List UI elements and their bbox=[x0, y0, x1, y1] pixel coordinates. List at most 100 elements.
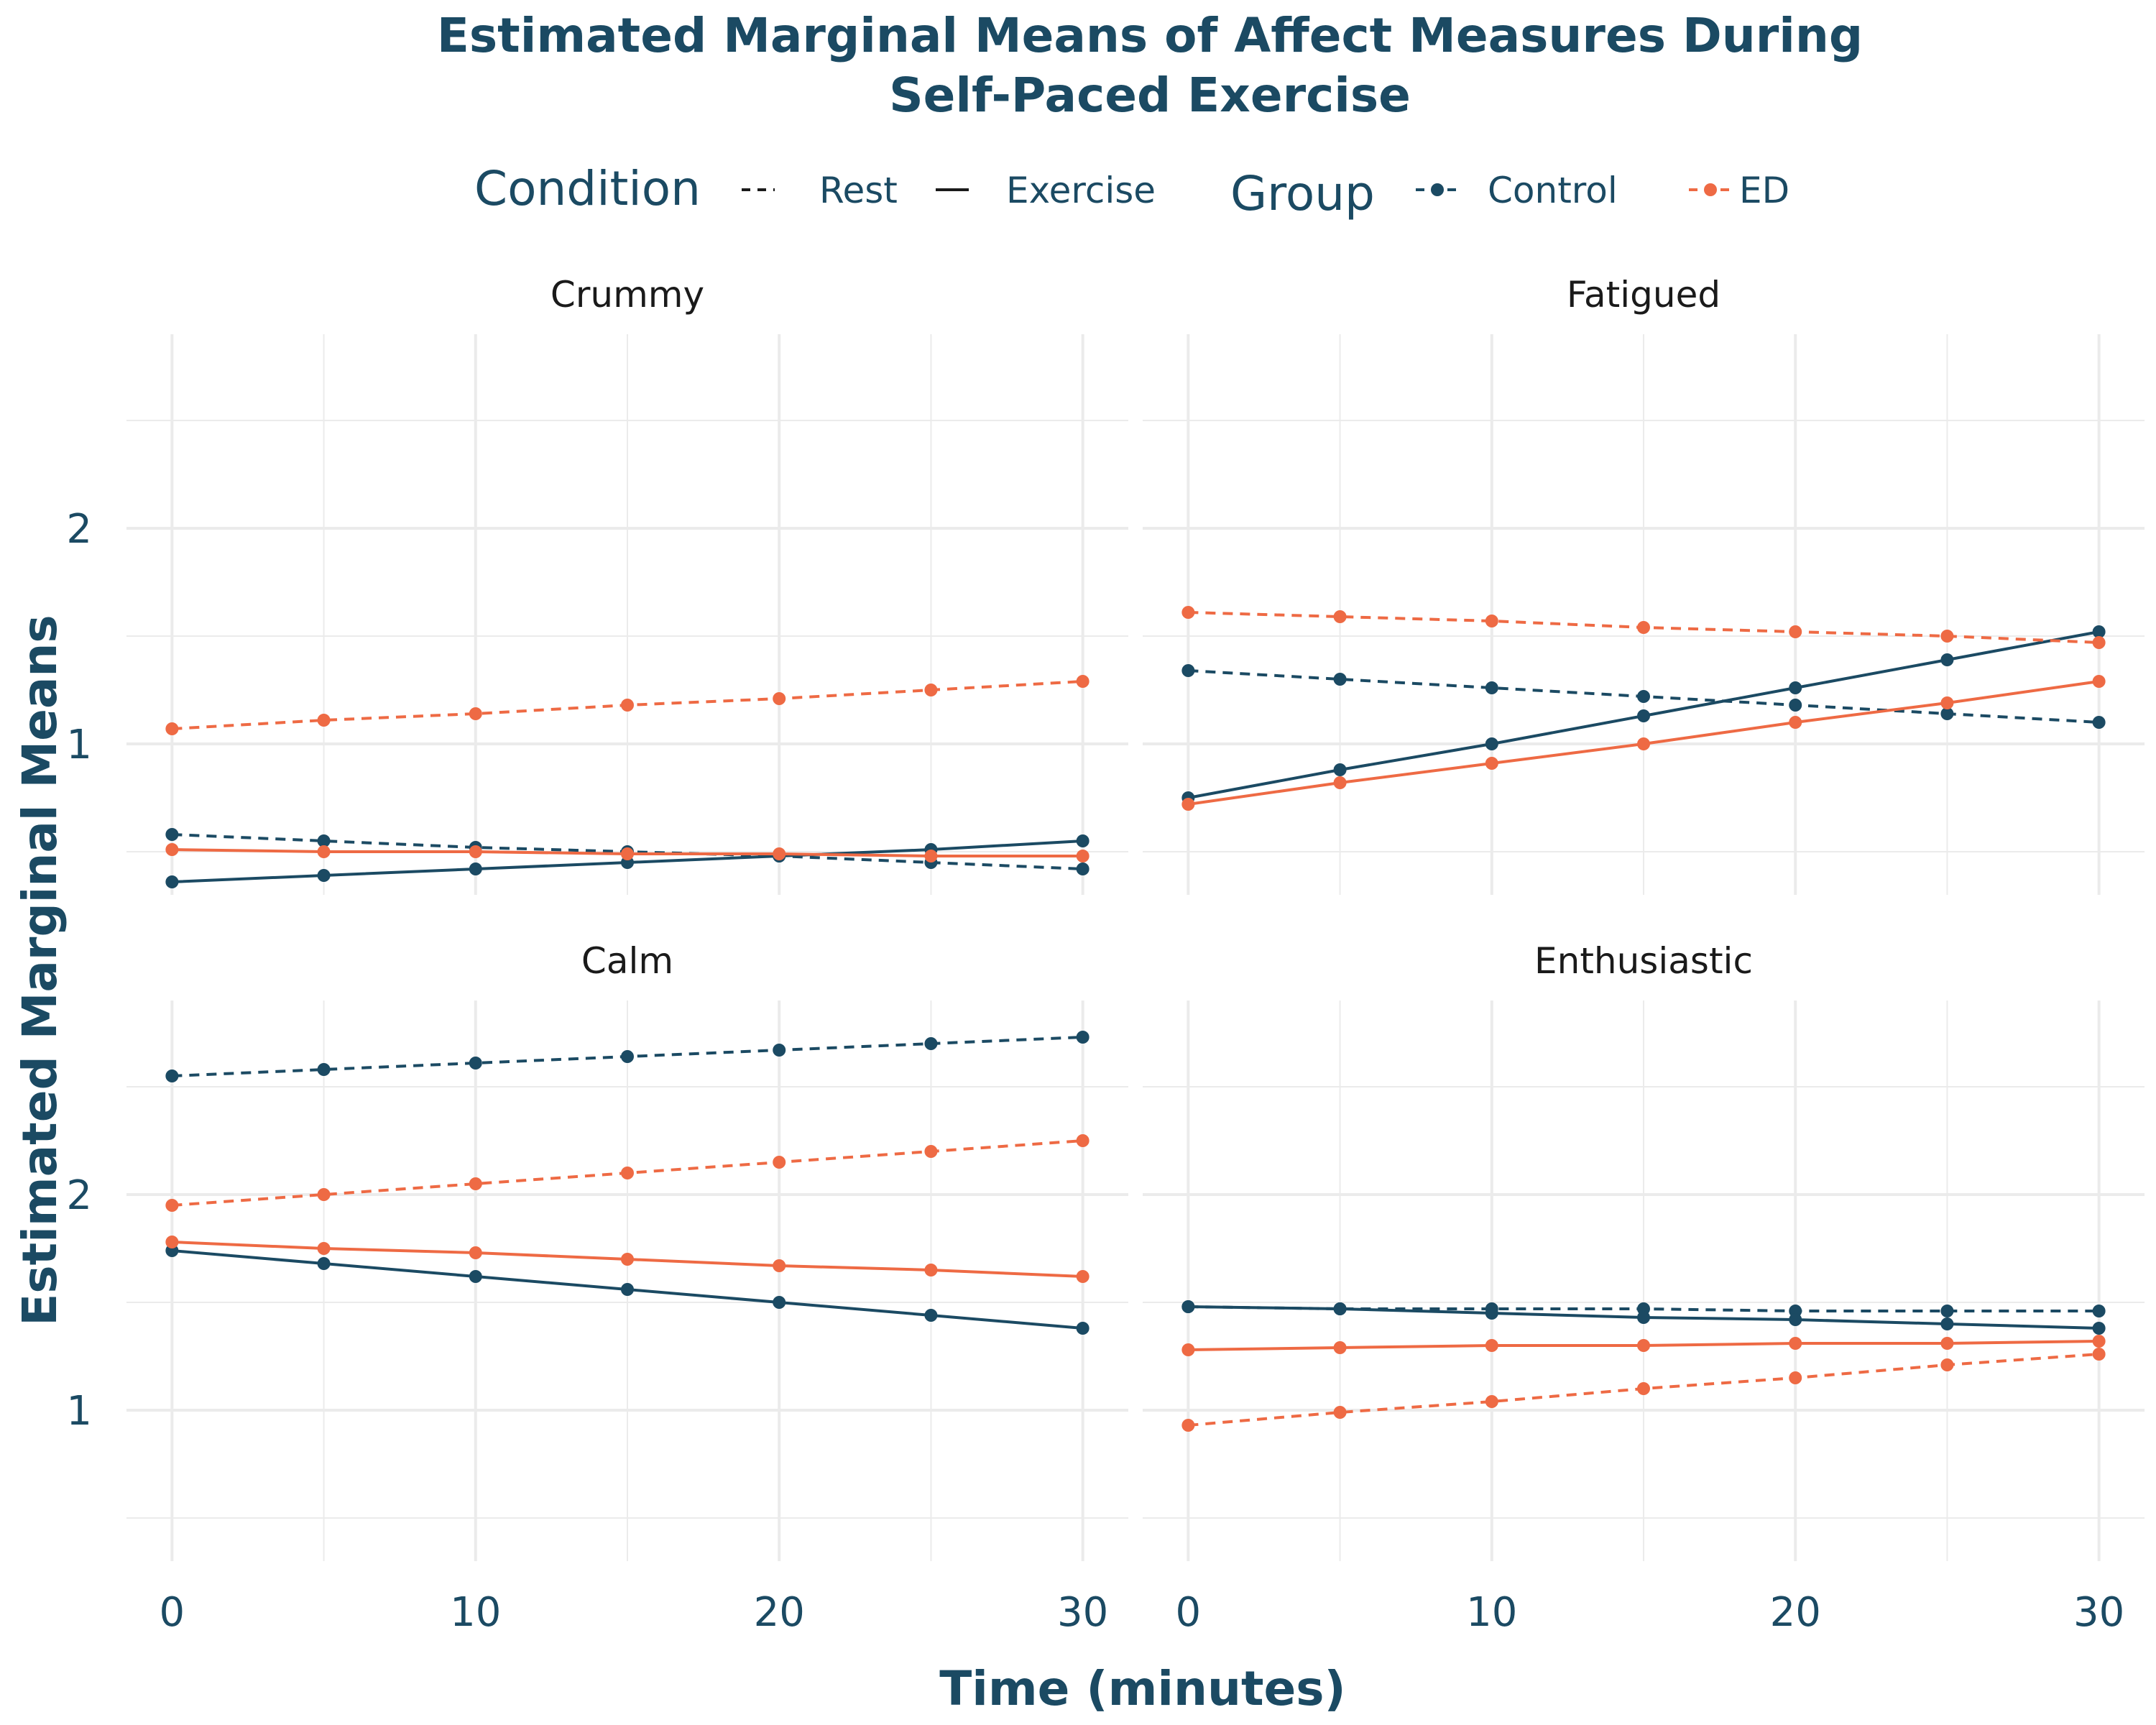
data-point bbox=[469, 1177, 482, 1190]
data-point bbox=[1940, 653, 1954, 666]
data-point bbox=[469, 1057, 482, 1070]
data-point bbox=[1076, 675, 1089, 688]
x-tick-label: 30 bbox=[1057, 1589, 1108, 1636]
strip-label-calm: Calm bbox=[581, 940, 673, 982]
data-point bbox=[1333, 1406, 1347, 1419]
x-tick-label: 30 bbox=[2073, 1589, 2124, 1636]
data-point bbox=[1485, 1395, 1498, 1408]
data-point bbox=[621, 1050, 634, 1063]
data-point bbox=[1181, 1343, 1195, 1356]
data-point bbox=[317, 1242, 331, 1255]
data-point bbox=[469, 862, 482, 875]
data-point bbox=[1333, 1302, 1347, 1315]
data-point bbox=[1789, 1371, 1802, 1384]
legend-group-title: Group bbox=[1230, 166, 1375, 221]
x-tick-label: 20 bbox=[754, 1589, 805, 1636]
data-point bbox=[1789, 625, 1802, 638]
data-point bbox=[1485, 615, 1498, 627]
data-point bbox=[1637, 690, 1650, 703]
data-point bbox=[317, 1257, 331, 1270]
data-point bbox=[1076, 1134, 1089, 1147]
data-point bbox=[773, 1259, 786, 1272]
data-point bbox=[1333, 673, 1347, 686]
data-point bbox=[1076, 850, 1089, 862]
data-point bbox=[1333, 1341, 1347, 1354]
series-control-rest bbox=[165, 1031, 1089, 1082]
data-point bbox=[1637, 1339, 1650, 1352]
data-point bbox=[773, 1296, 786, 1309]
data-point bbox=[2092, 675, 2106, 688]
data-point bbox=[1181, 606, 1195, 619]
data-point bbox=[2092, 716, 2106, 729]
data-point bbox=[165, 828, 179, 841]
series-control-exercise bbox=[1181, 1300, 2106, 1335]
series-ed-rest bbox=[1181, 606, 2106, 649]
data-point bbox=[1076, 834, 1089, 847]
y-axis-title: Estimated Marginal Means bbox=[12, 615, 68, 1325]
data-point bbox=[1940, 1305, 1954, 1317]
data-point bbox=[1940, 696, 1954, 709]
data-point bbox=[2092, 1322, 2106, 1335]
x-tick-label: 20 bbox=[1770, 1589, 1821, 1636]
data-point bbox=[2092, 1305, 2106, 1317]
data-point bbox=[2092, 636, 2106, 649]
data-point bbox=[2092, 1348, 2106, 1361]
data-point bbox=[1789, 699, 1802, 712]
data-point bbox=[1940, 1358, 1954, 1371]
data-point bbox=[1181, 1419, 1195, 1432]
series-ed-exercise bbox=[1181, 675, 2106, 811]
x-axis-title: Time (minutes) bbox=[939, 1661, 1345, 1716]
series-ed-rest bbox=[165, 675, 1089, 735]
data-point bbox=[1940, 707, 1954, 720]
series-ed-exercise bbox=[1181, 1335, 2106, 1356]
data-point bbox=[1076, 862, 1089, 875]
data-point bbox=[1789, 681, 1802, 694]
legend-ed-key-point bbox=[1704, 183, 1717, 196]
data-point bbox=[1485, 1339, 1498, 1352]
x-tick-label: 10 bbox=[1466, 1589, 1517, 1636]
data-point bbox=[165, 843, 179, 856]
data-point bbox=[317, 845, 331, 858]
data-point bbox=[621, 1253, 634, 1266]
data-point bbox=[1637, 709, 1650, 722]
data-point bbox=[1333, 610, 1347, 623]
data-point bbox=[165, 722, 179, 735]
x-tick-label: 10 bbox=[450, 1589, 501, 1636]
data-point bbox=[924, 684, 938, 696]
strip-label-fatigued: Fatigued bbox=[1567, 274, 1720, 316]
data-point bbox=[1637, 737, 1650, 750]
data-point bbox=[317, 1063, 331, 1076]
data-point bbox=[469, 707, 482, 720]
data-point bbox=[165, 875, 179, 888]
data-point bbox=[165, 1199, 179, 1212]
data-point bbox=[1076, 1270, 1089, 1283]
strip-label-crummy: Crummy bbox=[550, 274, 704, 316]
data-point bbox=[924, 1309, 938, 1322]
gridlines bbox=[126, 334, 1128, 895]
data-point bbox=[1181, 664, 1195, 677]
data-point bbox=[1637, 621, 1650, 634]
y-tick-label: 1 bbox=[66, 722, 92, 768]
data-point bbox=[1789, 1313, 1802, 1326]
legend: Condition Rest Exercise Group Control ED bbox=[474, 161, 1789, 221]
y-tick-label: 1 bbox=[66, 1388, 92, 1435]
data-point bbox=[469, 1270, 482, 1283]
data-point bbox=[1485, 737, 1498, 750]
strip-label-enthusiastic: Enthusiastic bbox=[1534, 940, 1753, 982]
data-point bbox=[1485, 1307, 1498, 1320]
data-point bbox=[621, 1167, 634, 1179]
legend-rest-label: Rest bbox=[819, 170, 898, 211]
data-point bbox=[924, 1264, 938, 1276]
legend-control-key-point bbox=[1431, 183, 1444, 196]
x-tick-label: 0 bbox=[1176, 1589, 1202, 1636]
legend-exercise-label: Exercise bbox=[1006, 170, 1156, 211]
data-point bbox=[1940, 1317, 1954, 1330]
series-control-exercise bbox=[1181, 625, 2106, 804]
series-ed-rest bbox=[165, 1134, 1089, 1212]
data-point bbox=[924, 1145, 938, 1158]
data-point bbox=[1333, 763, 1347, 776]
panel-enthusiastic: Enthusiastic 0 10 20 30 bbox=[1143, 940, 2145, 1636]
data-point bbox=[1789, 716, 1802, 729]
